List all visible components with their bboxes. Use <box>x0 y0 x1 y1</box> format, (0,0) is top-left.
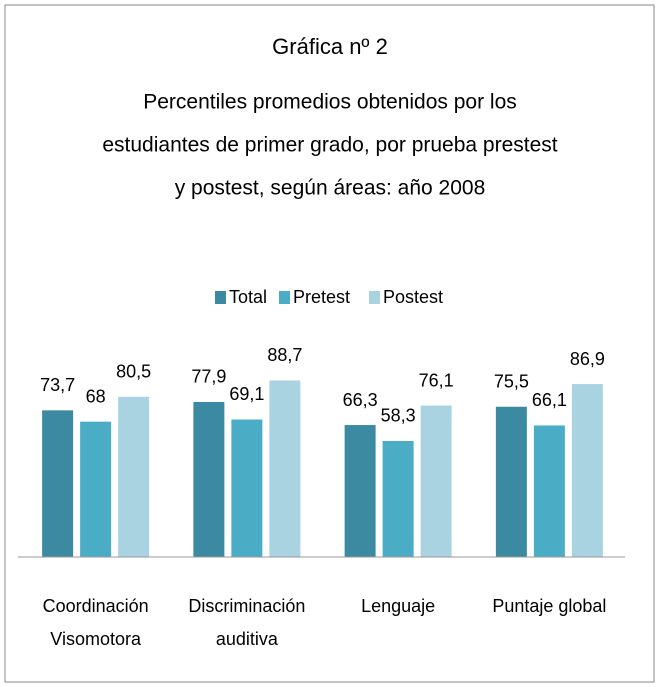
data-label: 86,9 <box>570 349 605 369</box>
bar <box>193 401 225 557</box>
data-label: 66,1 <box>532 390 567 410</box>
legend-label: Postest <box>383 287 443 307</box>
legend-label: Pretest <box>293 287 350 307</box>
bar <box>420 405 452 557</box>
data-label: 75,5 <box>494 372 529 392</box>
bar <box>571 384 603 557</box>
bar <box>231 419 263 557</box>
bar <box>269 380 301 557</box>
legend-swatch <box>279 291 290 304</box>
data-label: 68 <box>86 386 106 406</box>
legend-swatch <box>215 291 226 304</box>
chart-title: Gráfica nº 2 <box>272 34 388 59</box>
data-label: 66,3 <box>343 390 378 410</box>
data-label: 69,1 <box>229 384 264 404</box>
chart-subtitle: Percentiles promedios obtenidos por los <box>143 91 517 114</box>
data-label: 76,1 <box>419 370 454 390</box>
legend-swatch <box>369 291 380 304</box>
data-label: 73,7 <box>40 375 75 395</box>
x-tick-label: Discriminación <box>188 596 305 616</box>
bar <box>118 396 150 557</box>
x-tick-label: Coordinación <box>43 596 149 616</box>
chart-frame <box>4 4 655 683</box>
legend-label: Total <box>229 287 267 307</box>
bar <box>344 425 376 557</box>
data-label: 58,3 <box>381 406 416 426</box>
bar <box>80 421 112 557</box>
bar <box>495 406 527 557</box>
bar <box>42 410 74 557</box>
data-label: 77,9 <box>191 367 226 387</box>
x-tick-label: Visomotora <box>50 629 142 649</box>
bar <box>382 440 414 557</box>
x-tick-label: auditiva <box>216 629 279 649</box>
x-tick-label: Puntaje global <box>492 596 606 616</box>
chart-subtitle: y postest, según áreas: año 2008 <box>175 177 486 200</box>
data-label: 80,5 <box>116 362 151 382</box>
data-label: 88,7 <box>267 345 302 365</box>
x-tick-label: Lenguaje <box>361 596 435 616</box>
chart-subtitle: estudiantes de primer grado, por prueba … <box>102 134 557 157</box>
bar <box>533 425 565 557</box>
